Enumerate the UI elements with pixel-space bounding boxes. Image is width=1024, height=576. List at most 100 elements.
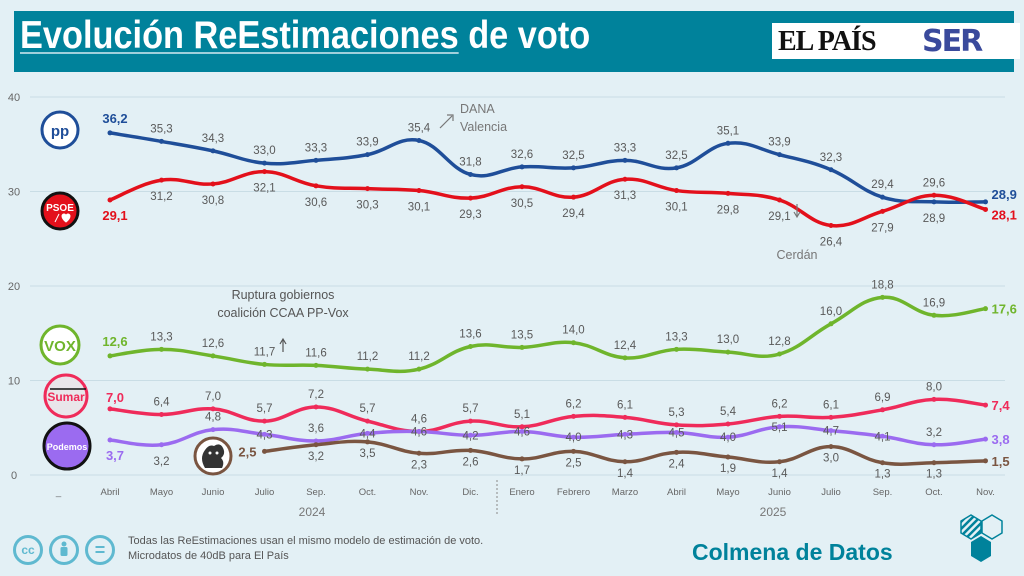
pp-logo-icon [40,110,80,150]
data-label-Vox: 13,5 [511,329,533,341]
data-label-PSOE: 30,1 [665,202,687,214]
data-label-Podemos: 4,6 [514,427,530,439]
data-point-SALF [725,454,731,460]
dana-arrow-icon [439,115,453,129]
data-label-Vox: 13,3 [665,331,687,343]
data-label-PP: 32,3 [820,152,842,164]
data-point-PSOE [571,194,576,200]
data-label-Vox: 13,6 [459,328,481,340]
data-point-PP [262,160,267,166]
data-label-Vox: 13,3 [150,331,172,343]
annotation-ruptura: coalición CCAA PP-Vox [217,306,349,320]
x-tick-label: Junio [768,487,791,498]
data-point-Vox [622,355,628,361]
data-point-PSOE [107,197,113,203]
data-point-SALF [416,450,422,456]
data-label-PP: 31,8 [459,156,481,168]
y-tick-label: 10 [8,376,20,388]
data-label-Sumar: 5,4 [720,406,737,418]
psoe-rose-icon [54,213,71,223]
data-label-Vox: 12,4 [614,340,637,352]
cerdan-arrowhead-icon [793,211,801,219]
data-label-SALF: 1,9 [720,463,736,475]
squirrel-eye-icon [215,451,219,455]
data-label-Podemos: 4,8 [205,412,221,424]
data-point-Sumar [159,412,164,418]
page-title: Evolución ReEstimaciones de voto [20,14,590,58]
data-point-PSOE [777,197,782,203]
vox-logo-icon [39,324,81,366]
data-point-PSOE [983,206,988,212]
data-point-PP [210,148,216,154]
data-label-PP: 33,9 [356,137,378,149]
data-label-Vox: 12,6 [202,338,224,350]
x-tick-label: Abril [667,487,686,498]
data-point-Sumar [571,413,576,419]
data-point-PSOE [519,184,525,190]
data-label-SALF: 1,5 [992,454,1010,469]
data-label-Podemos: 3,6 [308,423,324,435]
data-label-Sumar: 4,6 [411,414,427,426]
data-point-Sumar [880,407,885,413]
data-label-Vox: 11,7 [254,346,276,358]
data-point-SALF [880,460,885,466]
data-label-Podemos: 4,7 [823,426,839,438]
data-label-Podemos: 4,6 [411,427,427,439]
title-rest: de voto [458,14,591,57]
series-line-Podemos [108,424,988,447]
el-pais-logo: EL PAÍS [778,26,877,57]
x-tick-label: Sep. [873,487,893,498]
data-label-Sumar: 5,7 [257,403,273,415]
data-label-Podemos: 3,7 [106,448,124,463]
data-point-PSOE [313,183,319,189]
data-label-Vox: 14,0 [562,325,584,337]
data-label-SALF: 3,5 [360,448,376,460]
data-point-PP [107,130,113,136]
data-label-Podemos: 4,0 [566,432,582,444]
data-label-SALF: 1,4 [772,468,789,480]
vox-logo-text: VOX [44,338,76,355]
data-point-PP [725,140,731,146]
data-label-Sumar: 5,7 [463,403,479,415]
data-label-PSOE: 26,4 [820,237,843,249]
data-point-PP [622,157,628,163]
year-label: 2025 [760,505,787,519]
annotation-dana: Valencia [460,120,507,134]
data-point-Vox [365,366,370,372]
data-label-PP: 35,3 [150,123,172,135]
data-point-Vox [416,366,422,372]
data-label-PSOE: 30,5 [511,198,533,210]
data-label-Podemos: 5,1 [772,422,788,434]
nd-icon: = [85,535,115,565]
data-label-Podemos: 4,4 [360,428,377,440]
data-point-Sumar [828,414,834,420]
data-label-PSOE: 30,6 [305,197,327,209]
data-label-SALF: 2,4 [669,458,686,470]
data-label-SALF: 3,0 [823,453,839,465]
data-point-Vox [262,361,267,367]
y-tick-label: 40 [8,92,20,104]
data-point-Sumar [468,418,473,424]
data-point-Podemos [159,442,164,448]
data-point-Podemos [777,424,782,430]
media-logos: EL PAÍS SER [772,23,1020,59]
annotation-dana: DANA [460,102,495,116]
data-point-Podemos [468,432,473,438]
data-point-PSOE [725,190,731,196]
data-label-PP: 28,9 [923,213,945,225]
data-label-Vox: 11,2 [357,351,379,363]
data-label-SALF: 2,5 [566,457,582,469]
data-label-SALF: 1,4 [617,468,634,480]
data-point-PSOE [262,169,267,175]
squirrel-body-icon [202,444,225,468]
x-tick-label: Nov. [976,487,995,498]
data-point-Vox [468,343,473,349]
data-label-PSOE: 29,4 [562,208,585,220]
data-label-Sumar: 6,2 [772,398,788,410]
data-point-PSOE [880,208,885,214]
data-label-SALF: 2,5 [238,444,256,459]
y-tick-label: 30 [8,187,20,199]
sumar-logo-text: Sumar [47,390,85,404]
data-label-PP: 33,3 [614,142,636,154]
